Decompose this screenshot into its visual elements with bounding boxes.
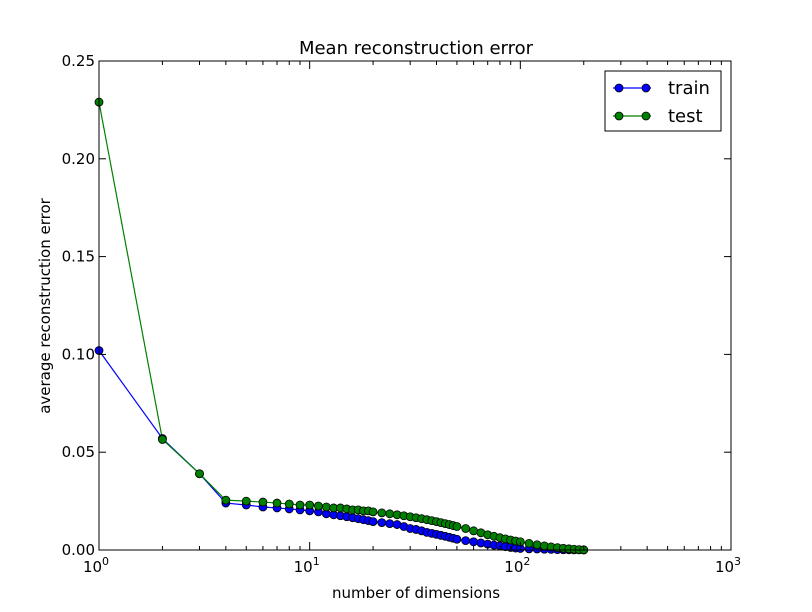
data-point-train bbox=[368, 517, 378, 527]
plot-series-markers bbox=[94, 97, 589, 555]
x-tick-label: 102 bbox=[504, 555, 530, 576]
data-point-test bbox=[532, 540, 542, 550]
y-axis-label: average reconstruction error bbox=[36, 197, 54, 413]
data-point-test bbox=[305, 500, 315, 510]
data-point-train bbox=[461, 536, 471, 546]
data-point-test bbox=[368, 507, 378, 517]
data-point-test bbox=[158, 435, 167, 444]
y-tick-label: 0.15 bbox=[62, 248, 95, 266]
data-point-test bbox=[321, 502, 331, 512]
data-point-test bbox=[469, 526, 479, 536]
y-tick-label: 0.00 bbox=[62, 541, 95, 559]
data-point-test bbox=[241, 496, 251, 506]
data-point-test bbox=[258, 497, 268, 507]
plot-frame bbox=[98, 60, 732, 551]
legend-train-label: train bbox=[668, 78, 710, 99]
data-point-test bbox=[313, 501, 323, 511]
x-tick-label: 100 bbox=[83, 555, 109, 576]
series-line-test bbox=[98, 101, 584, 551]
y-axis: 0.00 0.05 0.10 0.15 0.20 0.25 bbox=[62, 52, 731, 559]
data-point-train bbox=[385, 519, 395, 528]
y-tick-label: 0.10 bbox=[62, 345, 95, 363]
y-tick-label: 0.05 bbox=[62, 443, 95, 461]
y-tick-label: 0.25 bbox=[62, 52, 95, 70]
data-point-train bbox=[452, 534, 462, 544]
data-point-test bbox=[195, 469, 204, 479]
data-point-test bbox=[272, 498, 282, 508]
data-point-test bbox=[452, 522, 462, 531]
x-axis-label: number of dimensions bbox=[332, 584, 500, 602]
legend-test-marker bbox=[614, 111, 624, 121]
legend-test-label: test bbox=[668, 106, 703, 127]
plot-series-lines bbox=[98, 101, 584, 551]
data-point-test bbox=[385, 509, 395, 519]
data-point-test bbox=[221, 495, 231, 505]
legend-train-marker bbox=[614, 83, 624, 93]
x-tick-label: 101 bbox=[294, 555, 320, 576]
data-point-train bbox=[469, 537, 479, 547]
data-point-test bbox=[295, 500, 305, 510]
legend-train-marker-end bbox=[641, 83, 651, 93]
data-point-test bbox=[461, 524, 471, 533]
legend-test-marker-end bbox=[641, 111, 651, 121]
data-point-test bbox=[524, 538, 534, 548]
x-axis: 100 101 102 103 bbox=[83, 61, 741, 576]
data-point-test bbox=[284, 499, 294, 509]
legend: train test bbox=[604, 70, 722, 132]
legend-box bbox=[604, 70, 722, 132]
data-point-test bbox=[377, 508, 387, 518]
chart-title: Mean reconstruction error bbox=[299, 38, 534, 59]
data-point-train bbox=[377, 518, 387, 528]
y-tick-label: 0.20 bbox=[62, 150, 95, 168]
x-tick-label: 103 bbox=[715, 555, 741, 576]
